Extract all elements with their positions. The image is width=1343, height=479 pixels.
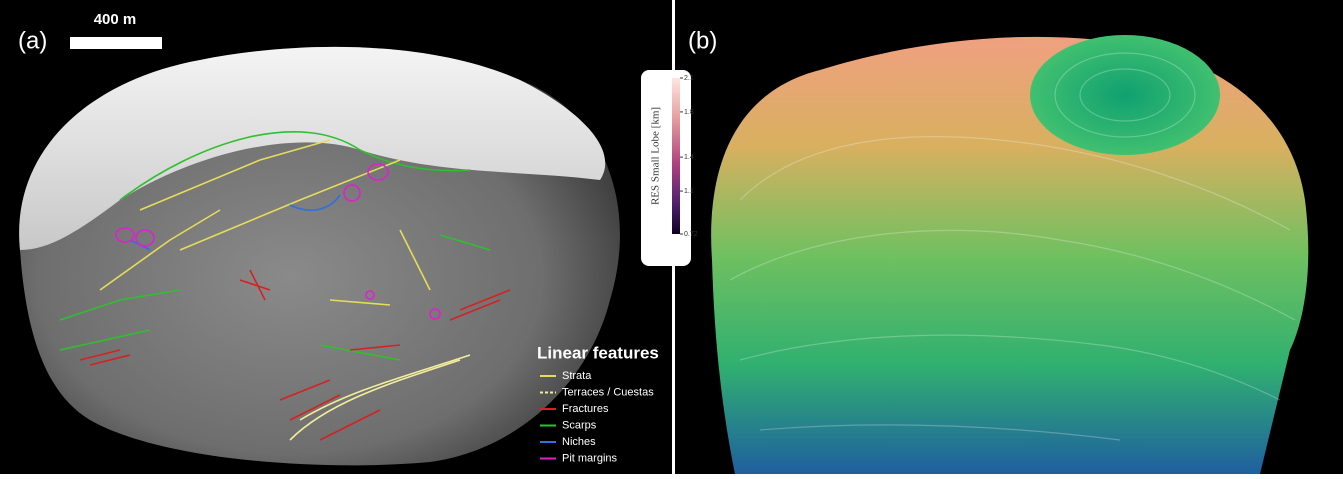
contours: [729, 52, 1296, 441]
legend-label: Fractures: [562, 403, 609, 415]
colorbar-tick-label: 1.1: [684, 188, 694, 195]
legend-label: Scarps: [562, 419, 597, 431]
annotations: [59, 131, 511, 441]
legend-label: Strata: [562, 370, 592, 382]
legend-label: Pit margins: [562, 452, 618, 464]
colorbar-ticks: 2.1 1.8 1.4 1.1 0.72: [680, 75, 698, 238]
colorbar-label: RES Small Lobe [km]: [650, 107, 662, 205]
colorbar-tick-label: 1.4: [684, 154, 694, 161]
legend-label: Terraces / Cuestas: [562, 386, 654, 398]
colorbar-tick-label: 0.72: [684, 231, 698, 238]
legend-label: Niches: [562, 436, 596, 448]
colorbar-tick-label: 1.8: [684, 109, 694, 116]
colorbar: [672, 78, 680, 234]
bright-region: [19, 46, 606, 250]
legend: Strata Terraces / Cuestas Fractures Scarps N…: [540, 370, 654, 464]
scale-bar: [70, 37, 162, 49]
panel-label: (a): [18, 27, 47, 54]
panel-label: (b): [688, 27, 717, 54]
legend-title: Linear features: [537, 343, 659, 362]
depression: [1030, 35, 1220, 155]
scale-bar-label: 400 m: [94, 11, 137, 28]
colorbar-tick-label: 2.1: [684, 75, 694, 82]
